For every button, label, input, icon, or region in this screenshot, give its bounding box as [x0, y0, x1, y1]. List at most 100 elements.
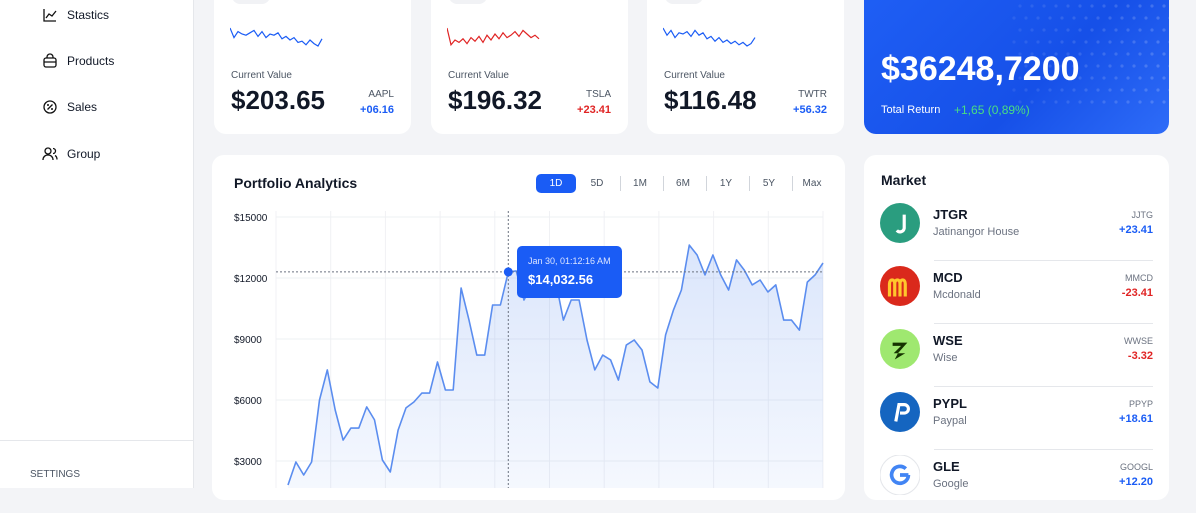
- dot: [1024, 88, 1028, 92]
- menu-label: Group: [67, 147, 101, 161]
- dot: [1012, 40, 1016, 44]
- dot: [1030, 4, 1034, 8]
- dot: [1144, 64, 1148, 68]
- dot: [1084, 64, 1088, 68]
- dot: [1018, 28, 1022, 32]
- dot: [1126, 52, 1130, 56]
- dot: [1054, 52, 1058, 56]
- dot: [1150, 52, 1154, 56]
- dot: [1096, 16, 1100, 20]
- range-button[interactable]: 1D: [536, 174, 576, 193]
- stock-card: Current Value $116.48 TWTR +56.32: [647, 0, 844, 134]
- dot: [1114, 4, 1118, 8]
- dot: [1042, 4, 1046, 8]
- dot: [1132, 88, 1136, 92]
- dot: [1168, 88, 1169, 92]
- total-label: Total Return: [881, 104, 941, 116]
- menu-label: Sales: [67, 100, 98, 114]
- dot: [1054, 100, 1058, 104]
- market-title: Market: [881, 172, 927, 188]
- logo-bg: [880, 203, 920, 243]
- menu-item[interactable]: Group: [42, 144, 100, 164]
- market-row[interactable]: WSE Wise WWSE -3.32: [864, 324, 1169, 387]
- chart: $3000 $6000 $9000 $12000 $15000 Jan 30, 01:12…: [234, 211, 824, 488]
- tooltip-date: Jan 30, 01:12:16 AM: [528, 256, 611, 266]
- row-separator: [934, 386, 1153, 387]
- menu-item[interactable]: Products: [42, 51, 114, 71]
- dot: [1066, 4, 1070, 8]
- market-name: Wise: [933, 352, 958, 364]
- dot: [1060, 88, 1064, 92]
- row-separator: [934, 260, 1153, 261]
- sparkline-path: [447, 27, 540, 47]
- market-row[interactable]: GLE Google GOOGL +12.20: [864, 450, 1169, 513]
- stock-card: Current Value $203.65 AAPL +06.16: [214, 0, 411, 134]
- market-symbol: MCD: [933, 270, 963, 285]
- range-button[interactable]: 6M: [676, 178, 690, 189]
- dot: [1090, 76, 1094, 80]
- dot: [1018, 100, 1022, 104]
- dot: [1108, 64, 1112, 68]
- market-row[interactable]: MCD Mcdonald MMCD -23.41: [864, 261, 1169, 324]
- dot: [1030, 100, 1034, 104]
- card-value: $203.65: [231, 85, 325, 115]
- dot: [1072, 40, 1076, 44]
- range-button[interactable]: Max: [802, 178, 822, 189]
- dot: [1036, 16, 1040, 20]
- dot: [1168, 16, 1169, 20]
- card-chip: [449, 0, 487, 4]
- dot: [1126, 76, 1130, 80]
- dot: [1096, 64, 1100, 68]
- market-ticker: PPYP: [1128, 399, 1153, 409]
- dot: [1054, 4, 1058, 8]
- dot: [1018, 52, 1022, 56]
- dot: [1066, 52, 1070, 56]
- range-button[interactable]: 1Y: [719, 178, 733, 189]
- dot: [1114, 100, 1118, 104]
- sparkline: [447, 27, 540, 47]
- range-button[interactable]: 5D: [590, 178, 604, 189]
- range-button[interactable]: 5Y: [762, 178, 776, 189]
- sparkline-path: [230, 27, 323, 47]
- market-row[interactable]: PYPL Paypal PPYP +18.61: [864, 387, 1169, 450]
- range-separator: [749, 176, 750, 191]
- dots: [1012, 4, 1169, 104]
- card-chip: [232, 0, 270, 4]
- dot: [1084, 16, 1088, 20]
- dot: [1102, 28, 1106, 32]
- panel-title: Portfolio Analytics: [234, 175, 358, 191]
- card-change: +56.32: [793, 104, 827, 116]
- dot: [1078, 52, 1082, 56]
- total-card: $36248,7200 Total Return +1,65 (0,89%): [864, 0, 1169, 134]
- dot: [1096, 88, 1100, 92]
- dot: [1120, 88, 1124, 92]
- y-tick-label: $9000: [234, 335, 262, 346]
- dot: [1156, 16, 1160, 20]
- range-separator: [663, 176, 664, 191]
- dot: [1156, 88, 1160, 92]
- dot: [1012, 88, 1016, 92]
- range-button[interactable]: 1M: [633, 178, 647, 189]
- card-change: +23.41: [577, 104, 611, 116]
- card-ticker: TWTR: [798, 89, 827, 100]
- menu-item[interactable]: Stastics: [42, 5, 109, 25]
- menu-item[interactable]: Sales: [42, 97, 97, 117]
- stock-card: Current Value $196.32 TSLA +23.41: [431, 0, 628, 134]
- dot: [1060, 16, 1064, 20]
- dot: [1042, 52, 1046, 56]
- market-ticker: MMCD: [1125, 273, 1153, 283]
- logo-glyph: [889, 464, 911, 486]
- dot: [1150, 4, 1154, 8]
- dot: [1102, 100, 1106, 104]
- dot: [1144, 88, 1148, 92]
- range-separator: [706, 176, 707, 191]
- dot: [1120, 16, 1124, 20]
- y-tick-label: $12000: [234, 274, 268, 285]
- settings-label[interactable]: SETTINGS: [30, 469, 81, 480]
- dot: [1162, 100, 1166, 104]
- total-value: $36248,7200: [881, 50, 1080, 88]
- dot: [1054, 28, 1058, 32]
- dot: [1156, 40, 1160, 44]
- dot: [1048, 16, 1052, 20]
- market-row[interactable]: JTGR Jatinangor House JJTG +23.41: [864, 198, 1169, 261]
